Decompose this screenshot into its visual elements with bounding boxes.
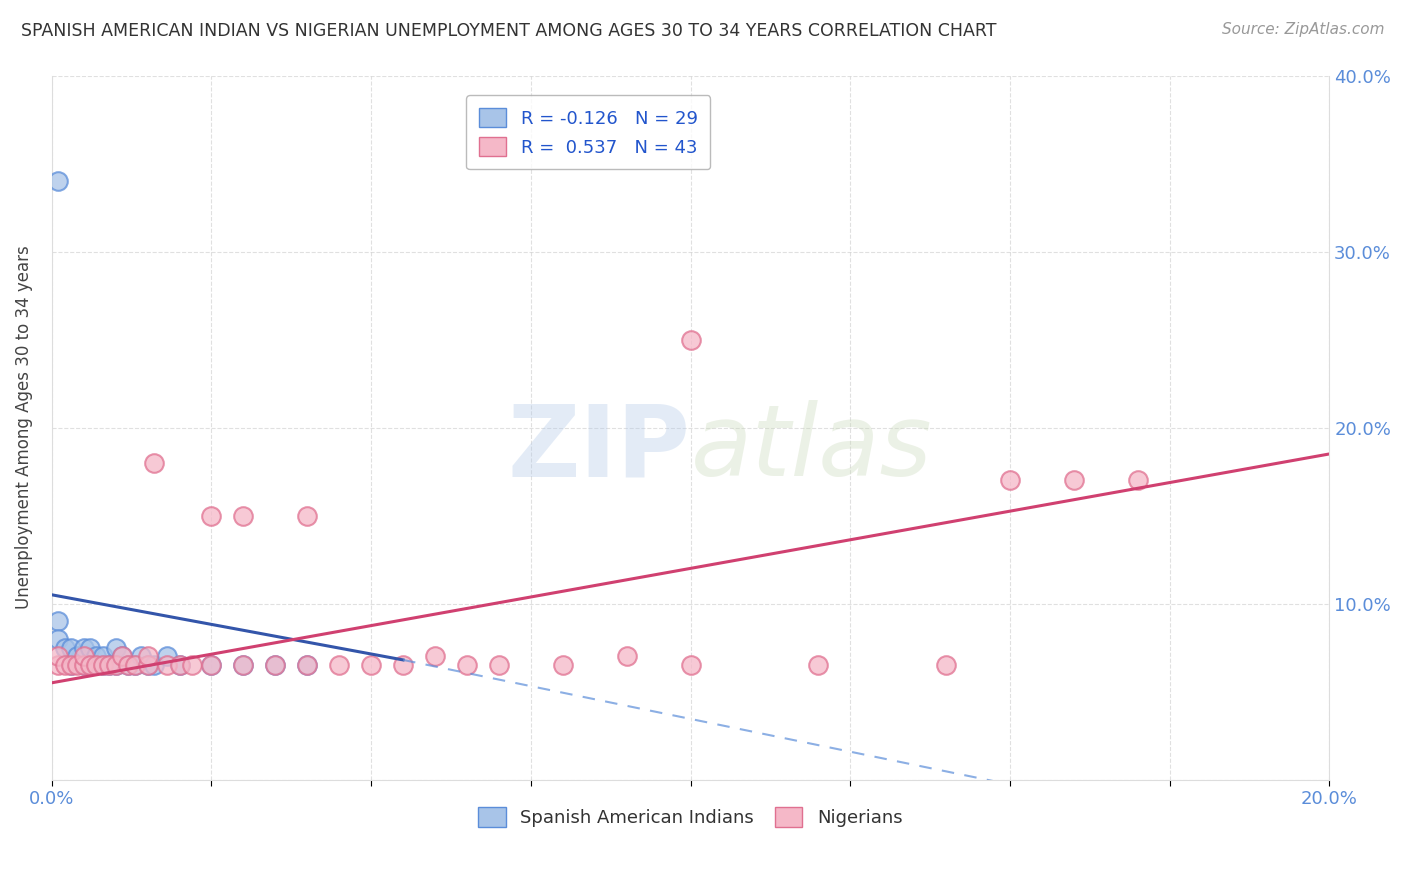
Point: [297, 508, 319, 523]
Point: [111, 649, 134, 664]
Point: [200, 508, 222, 523]
Point: [117, 658, 139, 673]
Point: [104, 640, 127, 655]
Point: [935, 658, 957, 673]
Point: [328, 658, 350, 673]
Point: [232, 658, 254, 673]
Point: [156, 658, 179, 673]
Point: [232, 658, 254, 673]
Point: [73, 658, 96, 673]
Point: [66, 658, 89, 673]
Point: [124, 658, 146, 673]
Point: [98, 658, 121, 673]
Point: [616, 649, 638, 664]
Point: [111, 649, 134, 664]
Point: [136, 649, 159, 664]
Point: [91, 649, 114, 664]
Point: [488, 658, 510, 673]
Point: [807, 658, 830, 673]
Point: [456, 658, 478, 673]
Point: [136, 658, 159, 673]
Point: [73, 649, 96, 664]
Point: [79, 640, 101, 655]
Point: [79, 658, 101, 673]
Point: [104, 658, 127, 673]
Point: [91, 658, 114, 673]
Text: Source: ZipAtlas.com: Source: ZipAtlas.com: [1222, 22, 1385, 37]
Point: [124, 658, 146, 673]
Point: [59, 658, 82, 673]
Point: [46, 174, 69, 188]
Point: [136, 658, 159, 673]
Point: [142, 658, 165, 673]
Point: [1126, 474, 1149, 488]
Point: [129, 649, 152, 664]
Point: [679, 658, 702, 673]
Point: [117, 658, 139, 673]
Point: [73, 658, 96, 673]
Point: [98, 658, 121, 673]
Point: [46, 658, 69, 673]
Point: [423, 649, 446, 664]
Point: [181, 658, 204, 673]
Point: [86, 658, 108, 673]
Point: [392, 658, 415, 673]
Text: ZIP: ZIP: [508, 401, 690, 497]
Point: [66, 649, 89, 664]
Point: [360, 658, 382, 673]
Text: atlas: atlas: [690, 401, 932, 497]
Legend: Spanish American Indians, Nigerians: Spanish American Indians, Nigerians: [471, 799, 910, 834]
Point: [297, 658, 319, 673]
Point: [200, 658, 222, 673]
Point: [232, 508, 254, 523]
Point: [998, 474, 1021, 488]
Point: [1063, 474, 1085, 488]
Point: [46, 632, 69, 646]
Text: SPANISH AMERICAN INDIAN VS NIGERIAN UNEMPLOYMENT AMONG AGES 30 TO 34 YEARS CORRE: SPANISH AMERICAN INDIAN VS NIGERIAN UNEM…: [21, 22, 997, 40]
Point: [142, 456, 165, 470]
Point: [297, 658, 319, 673]
Point: [156, 649, 179, 664]
Point: [551, 658, 574, 673]
Point: [200, 658, 222, 673]
Point: [169, 658, 191, 673]
Point: [59, 640, 82, 655]
Point: [264, 658, 287, 673]
Point: [91, 658, 114, 673]
Point: [46, 649, 69, 664]
Point: [104, 658, 127, 673]
Y-axis label: Unemployment Among Ages 30 to 34 years: Unemployment Among Ages 30 to 34 years: [15, 245, 32, 609]
Point: [59, 658, 82, 673]
Point: [86, 649, 108, 664]
Point: [79, 658, 101, 673]
Point: [53, 658, 76, 673]
Point: [53, 640, 76, 655]
Point: [46, 614, 69, 628]
Point: [73, 640, 96, 655]
Point: [264, 658, 287, 673]
Point: [169, 658, 191, 673]
Point: [679, 333, 702, 347]
